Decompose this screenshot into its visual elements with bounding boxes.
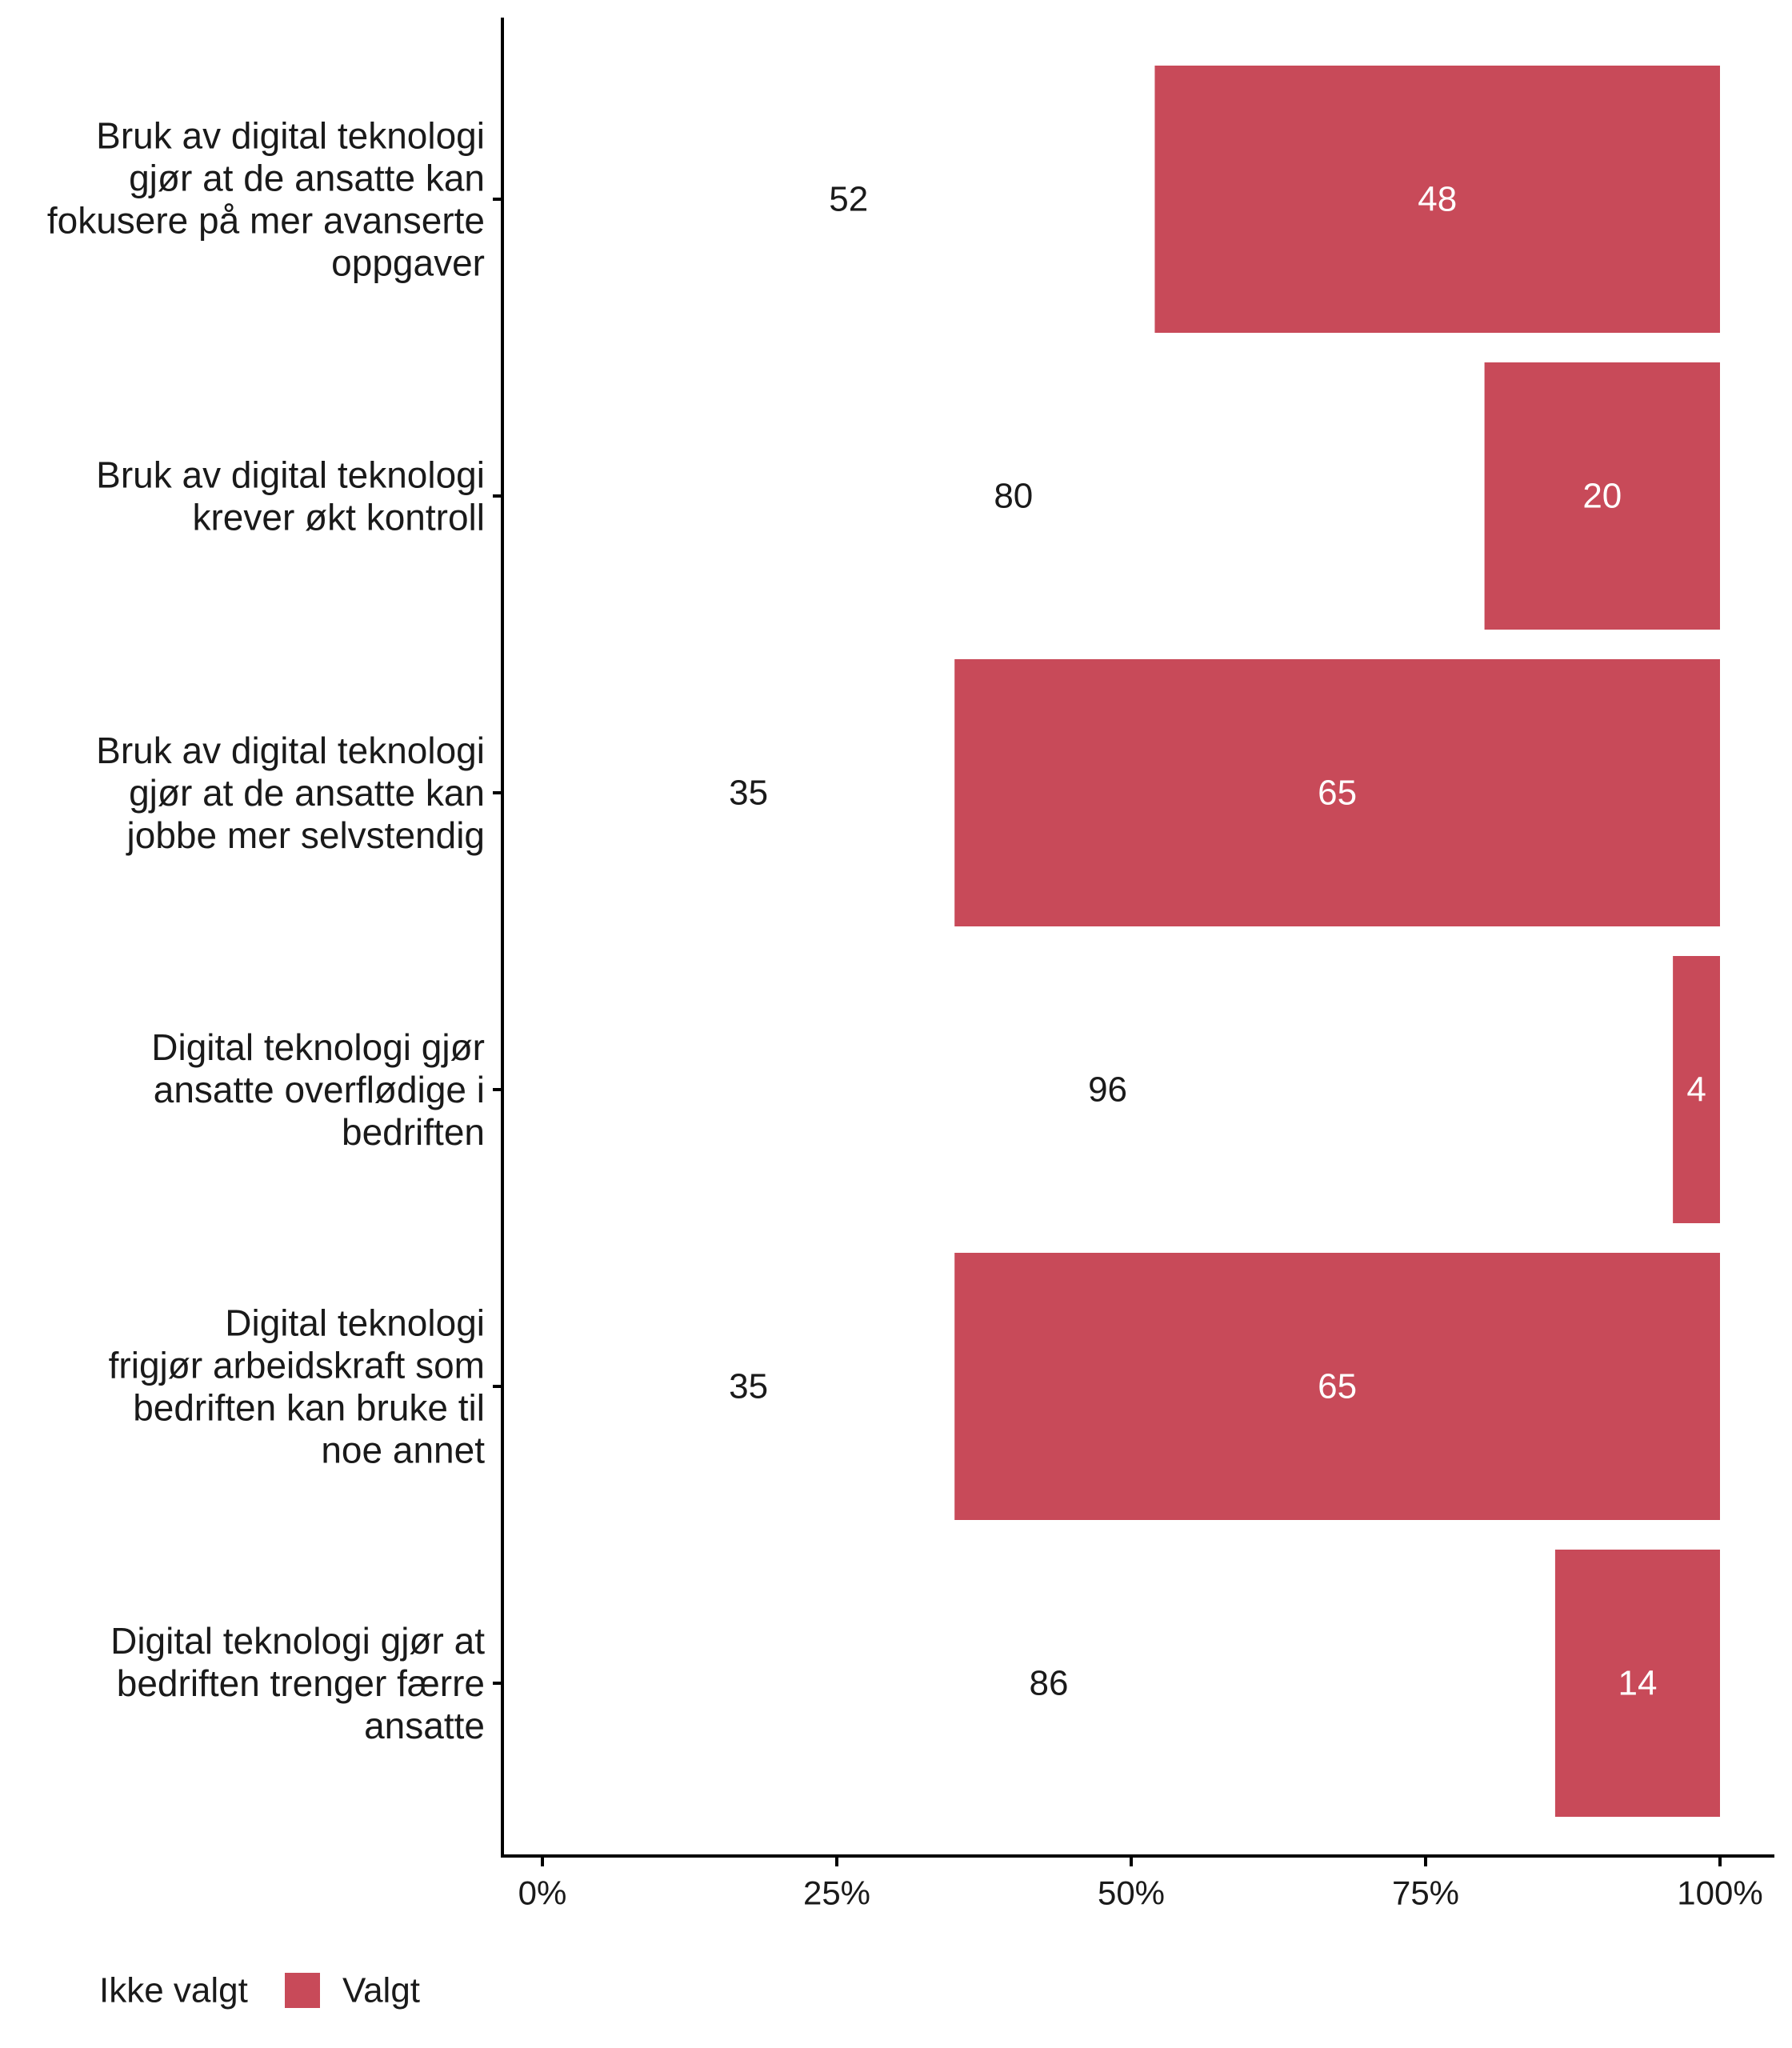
category-label-5: Digital teknologi gjør at bedriften treng… — [110, 1620, 485, 1746]
legend-key-valgt — [285, 1973, 320, 2008]
x-tick-label-3: 75% — [1392, 1874, 1459, 1912]
value-label-ikke-valgt-2: 35 — [729, 774, 768, 813]
category-label-1: Bruk av digital teknologi krever økt kont… — [96, 454, 485, 538]
bar-valgt-0 — [1154, 66, 1720, 333]
bar-valgt-4 — [954, 1253, 1720, 1520]
value-labels-layer: 52 48 80 20 35 65 96 4 35 65 86 14 — [729, 180, 1706, 1703]
x-tick-label-0: 0% — [518, 1874, 567, 1912]
x-tick-label-1: 25% — [803, 1874, 870, 1912]
category-label-3: Digital teknologi gjør ansatte overflødig… — [151, 1026, 485, 1153]
bar-valgt-3 — [1673, 956, 1720, 1223]
value-label-valgt-2: 65 — [1318, 774, 1357, 813]
legend: Ikke valgt Valgt — [99, 1971, 420, 2010]
value-label-valgt-3: 4 — [1686, 1070, 1706, 1110]
value-label-ikke-valgt-3: 96 — [1088, 1070, 1127, 1110]
value-label-valgt-5: 14 — [1618, 1664, 1657, 1703]
category-labels-layer: Bruk av digital teknologi gjør at de ansa… — [47, 115, 502, 1746]
bar-valgt-1 — [1484, 362, 1720, 630]
bar-ikke-valgt-0 — [542, 66, 1155, 333]
category-label-2: Bruk av digital teknologi gjør at de ansa… — [96, 730, 485, 856]
category-label-4: Digital teknologi frigjør arbeidskraft so… — [109, 1302, 486, 1471]
x-tick-label-4: 100% — [1677, 1874, 1762, 1912]
x-tick-label-2: 50% — [1098, 1874, 1165, 1912]
value-label-ikke-valgt-0: 52 — [829, 180, 868, 219]
bar-valgt-5 — [1554, 1550, 1720, 1817]
value-label-ikke-valgt-5: 86 — [1029, 1664, 1068, 1703]
bar-ikke-valgt-1 — [542, 362, 1485, 630]
value-label-valgt-1: 20 — [1582, 477, 1622, 516]
value-label-ikke-valgt-4: 35 — [729, 1367, 768, 1406]
legend-label-ikke-valgt: Ikke valgt — [99, 1971, 248, 2010]
bar-ikke-valgt-5 — [542, 1550, 1555, 1817]
value-label-valgt-4: 65 — [1318, 1367, 1357, 1406]
legend-label-valgt: Valgt — [342, 1971, 420, 2010]
category-label-0: Bruk av digital teknologi gjør at de ansa… — [47, 115, 485, 284]
bar-ikke-valgt-2 — [542, 659, 955, 926]
bar-ikke-valgt-3 — [542, 956, 1674, 1223]
bar-valgt-2 — [954, 659, 1720, 926]
value-label-valgt-0: 48 — [1418, 180, 1457, 219]
bars-layer — [542, 66, 1720, 1817]
x-axis: 0% 25% 50% 75% 100% — [518, 1856, 1763, 1912]
bar-ikke-valgt-4 — [542, 1253, 955, 1520]
value-label-ikke-valgt-1: 80 — [994, 477, 1033, 516]
